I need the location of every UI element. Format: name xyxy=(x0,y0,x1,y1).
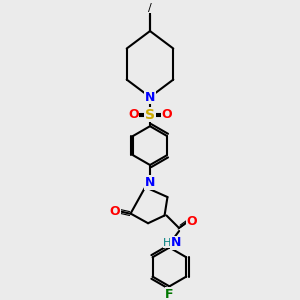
Text: O: O xyxy=(110,205,120,218)
Text: H: H xyxy=(163,238,172,248)
Text: O: O xyxy=(128,108,139,121)
Text: S: S xyxy=(145,107,155,122)
Text: O: O xyxy=(186,215,197,228)
Text: O: O xyxy=(161,108,172,121)
Text: N: N xyxy=(145,176,155,189)
Text: /: / xyxy=(148,3,152,13)
Text: N: N xyxy=(171,236,181,249)
Text: N: N xyxy=(145,91,155,103)
Text: F: F xyxy=(165,288,174,300)
